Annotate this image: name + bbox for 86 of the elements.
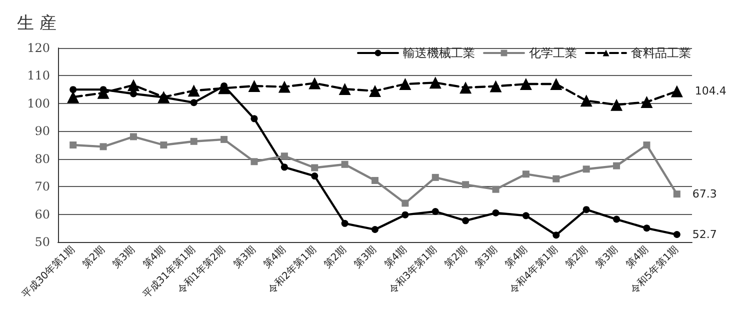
point [522, 212, 530, 220]
point [582, 206, 590, 214]
y-tick-label: 90 [34, 124, 50, 138]
point [552, 232, 560, 239]
point [613, 216, 620, 223]
point [372, 176, 378, 184]
point [613, 162, 620, 170]
point [399, 78, 412, 90]
point [673, 231, 680, 238]
point [160, 142, 168, 148]
point [402, 211, 409, 218]
y-tick-label: 80 [34, 152, 50, 166]
x-tick-label: 第4期 [502, 243, 530, 271]
point [643, 224, 650, 232]
x-tick-label: 第4期 [140, 243, 168, 271]
x-tick-label: 第3期 [110, 243, 138, 271]
point [190, 99, 198, 106]
point [640, 96, 653, 108]
data-label: 67.3 [692, 188, 717, 201]
x-tick-label: 第3期 [472, 243, 500, 271]
point [278, 80, 290, 93]
x-tick-label: 第4期 [261, 243, 288, 271]
point [127, 79, 140, 92]
point [492, 209, 500, 216]
data-label: 52.7 [692, 228, 717, 242]
point [462, 217, 470, 224]
point [460, 82, 472, 94]
point [190, 138, 198, 145]
point [220, 136, 228, 143]
y-tick-label: 50 [34, 235, 50, 249]
x-tick-label: 第4期 [623, 243, 651, 271]
point [372, 226, 378, 234]
point [100, 143, 107, 150]
x-tick-label: 第2期 [563, 243, 590, 271]
point [280, 164, 288, 171]
point [402, 200, 409, 207]
x-tick-label: 第2期 [80, 243, 108, 271]
point [250, 158, 258, 166]
point [311, 172, 318, 180]
point [311, 164, 318, 172]
y-tick-label: 100 [27, 96, 50, 110]
point [643, 142, 650, 148]
point [550, 78, 562, 90]
point [218, 82, 230, 94]
point [522, 170, 530, 178]
point [369, 84, 381, 97]
point [70, 142, 77, 148]
point [248, 80, 260, 92]
point [520, 78, 532, 90]
point [130, 90, 137, 98]
x-tick-label: 第3期 [352, 243, 379, 271]
x-tick-label: 第3期 [593, 243, 620, 271]
data-label: 104.4 [694, 84, 726, 98]
point [673, 190, 680, 198]
point [341, 220, 348, 227]
point [432, 208, 439, 216]
y-tick-label: 70 [34, 180, 50, 194]
x-tick-label: 第3期 [231, 243, 258, 271]
point [552, 175, 560, 182]
legend-label: 輸送機械工業 [403, 46, 475, 60]
point [432, 174, 439, 181]
point [429, 76, 442, 89]
x-tick-label: 第4期 [382, 243, 410, 271]
point [492, 186, 500, 193]
point [610, 98, 623, 111]
legend-label: 食料品工業 [631, 46, 691, 60]
legend-label: 化学工業 [529, 46, 577, 60]
x-tick-label: 第2期 [442, 243, 470, 271]
point [582, 166, 590, 173]
point [280, 152, 288, 160]
point [338, 83, 351, 96]
chart-title: 生 産 [17, 14, 56, 34]
point [490, 80, 502, 92]
y-tick-label: 60 [34, 207, 50, 222]
y-tick-label: 110 [27, 68, 50, 83]
x-tick-label: 第2期 [322, 243, 349, 271]
point [130, 133, 137, 140]
point [341, 160, 348, 168]
y-tick-label: 120 [27, 41, 50, 55]
point [250, 115, 258, 122]
point [188, 84, 200, 97]
point [580, 94, 592, 107]
point [670, 85, 683, 98]
point [70, 86, 77, 94]
point [308, 77, 321, 90]
point [462, 181, 470, 188]
